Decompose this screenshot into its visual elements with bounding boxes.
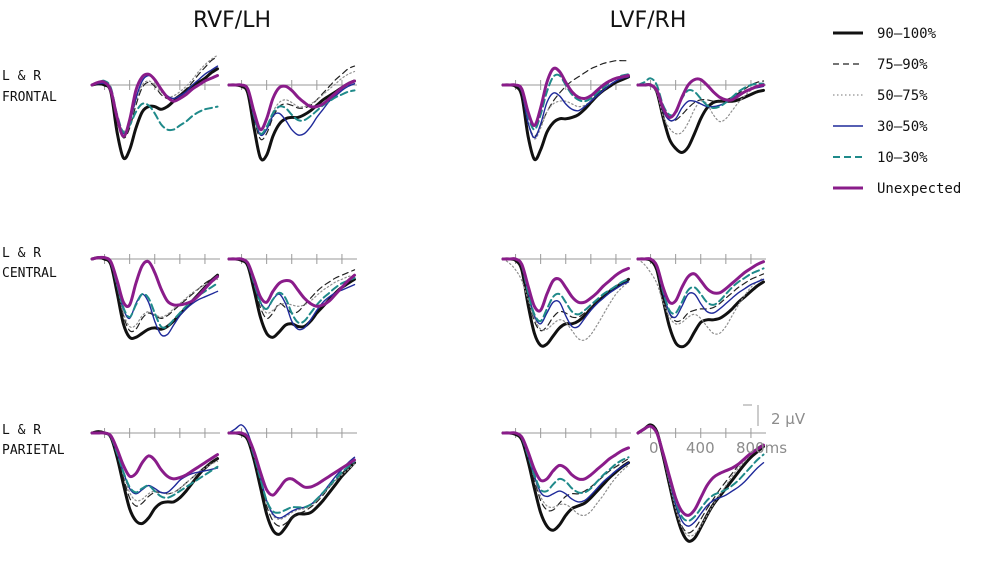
panel-parietal-rvf-lh-l [90,428,220,526]
panel-central-rvf-lh-l [90,254,220,340]
legend-label: 30–50% [877,119,928,135]
panel-frontal-rvf-lh-r [227,65,357,162]
row-label-parietal: PARIETAL [2,443,65,458]
legend-label: 50–75% [877,88,928,104]
panel-central-rvf-lh-r [227,254,357,339]
legend-label: 10–30% [877,150,928,166]
waveform-unexpected [636,77,765,119]
panel-parietal-lvf-rh-r [636,423,766,543]
waveform-unexpected [636,257,765,305]
panel-frontal-rvf-lh-l [90,54,220,161]
waveform-unexpected [227,257,356,308]
erp-panels [90,54,766,543]
legend: 90–100% 75–90% 50–75% 30–50% 10–30% Unexpecte… [833,26,961,197]
waveform-90-100- [90,430,219,526]
waveform-unexpected [90,255,219,308]
panel-frontal-lvf-rh-r [636,77,766,154]
waveform-90-100- [227,257,356,339]
waveform-30-50- [91,65,219,135]
waveform-75-90- [91,432,219,507]
waveform-unexpected [501,66,630,127]
waveform-50-75- [637,258,765,335]
row-label-frontal: FRONTAL [2,90,57,105]
panel-parietal-rvf-lh-r [227,424,357,536]
waveform-90-100- [501,75,630,162]
legend-label: 90–100% [877,26,937,42]
waveform-unexpected [501,257,630,313]
row-label-parietal-electrodes: L & R [2,423,41,438]
time-tick-label-400: 400 [686,439,715,457]
waveform-50-75- [502,76,630,140]
time-tick-label-800: 800ms [736,439,787,457]
waveform-unexpected [227,79,356,132]
legend-label: Unexpected [877,181,961,197]
waveform-90-100- [501,431,630,532]
scale-bar: 2 μV 0 400 800ms [649,404,806,457]
waveform-90-100- [501,257,630,348]
row-label-central: CENTRAL [2,266,57,281]
waveform-90-100- [227,431,356,536]
waveform-75-90- [228,65,356,141]
waveform-75-90- [502,257,630,332]
waveform-75-90- [502,432,630,512]
panel-parietal-lvf-rh-l [501,428,631,532]
title-lvf-rh: LVF/RH [610,8,687,33]
waveform-50-75- [502,432,630,517]
title-rvf-lh: RVF/LH [193,8,271,33]
waveform-unexpected [227,431,356,497]
waveform-unexpected [501,431,630,483]
legend-label: 75–90% [877,57,928,73]
row-label-frontal-electrodes: L & R [2,69,41,84]
waveform-30-50- [91,431,219,495]
amplitude-scale-label: 2 μV [771,410,806,428]
waveform-unexpected [90,431,219,481]
waveform-10-30- [637,77,765,117]
time-tick-label-0: 0 [649,439,659,457]
waveform-unexpected [636,424,765,517]
panel-central-lvf-rh-l [501,254,631,348]
row-label-central-electrodes: L & R [2,246,41,261]
waveform-unexpected [90,72,219,138]
panel-frontal-lvf-rh-l [501,60,631,162]
panel-central-lvf-rh-r [636,254,766,349]
